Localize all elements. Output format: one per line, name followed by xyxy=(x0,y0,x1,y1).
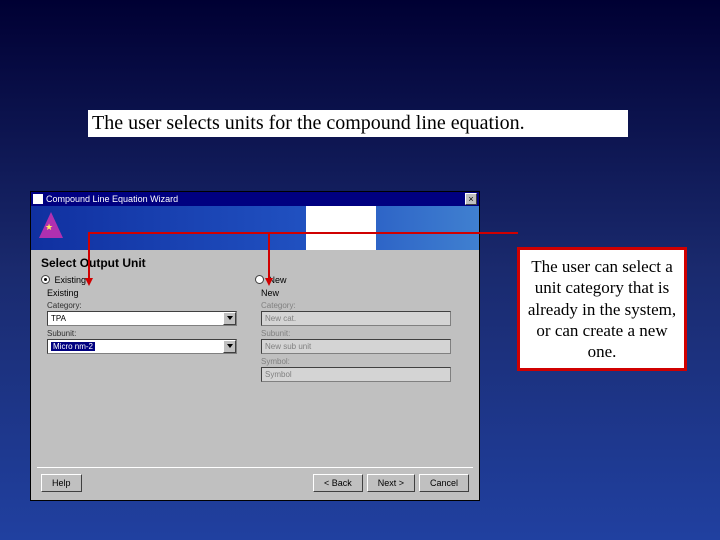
wizard-hat-icon: ★ xyxy=(39,212,71,244)
callout-box: The user can select a unit category that… xyxy=(517,247,687,371)
existing-column: Existing Existing Category: TPA Subunit:… xyxy=(41,274,241,382)
existing-subunit-value: Micro nm-2 xyxy=(51,342,95,351)
new-radio-row[interactable]: New xyxy=(255,274,455,285)
arrow-connector-v2 xyxy=(268,232,270,280)
existing-category-label: Category: xyxy=(47,301,241,310)
radio-existing-label: Existing xyxy=(55,275,87,285)
section-title: Select Output Unit xyxy=(41,256,479,270)
close-icon[interactable]: × xyxy=(465,193,477,205)
button-spacer xyxy=(82,474,309,492)
form-area: Existing Existing Category: TPA Subunit:… xyxy=(31,274,479,382)
separator xyxy=(37,467,473,468)
button-row: Help < Back Next > Cancel xyxy=(31,474,479,492)
radio-existing[interactable] xyxy=(41,275,50,284)
new-symbol-input[interactable]: Symbol xyxy=(261,367,451,382)
back-button[interactable]: < Back xyxy=(313,474,363,492)
new-group-label: New xyxy=(261,288,455,298)
chevron-down-icon[interactable] xyxy=(223,340,236,353)
arrow-head-icon xyxy=(85,278,93,286)
banner-gap xyxy=(306,206,376,250)
chevron-down-icon[interactable] xyxy=(223,312,236,325)
new-subunit-input[interactable]: New sub unit xyxy=(261,339,451,354)
existing-category-value: TPA xyxy=(51,314,66,323)
titlebar: Compound Line Equation Wizard × xyxy=(31,192,479,206)
help-button[interactable]: Help xyxy=(41,474,82,492)
wizard-dialog: Compound Line Equation Wizard × ★ Select… xyxy=(30,191,480,501)
app-icon xyxy=(33,194,43,204)
existing-subunit-dropdown[interactable]: Micro nm-2 xyxy=(47,339,237,354)
arrow-connector-v1 xyxy=(88,232,90,280)
wizard-banner: ★ xyxy=(31,206,479,250)
new-subunit-label: Subunit: xyxy=(261,329,455,338)
new-category-label: Category: xyxy=(261,301,455,310)
existing-category-dropdown[interactable]: TPA xyxy=(47,311,237,326)
new-category-input[interactable]: New cat. xyxy=(261,311,451,326)
existing-radio-row[interactable]: Existing xyxy=(41,274,241,285)
arrow-connector-h xyxy=(88,232,518,234)
next-button[interactable]: Next > xyxy=(367,474,415,492)
caption-top: The user selects units for the compound … xyxy=(88,110,628,137)
arrow-head-icon xyxy=(265,278,273,286)
existing-subunit-label: Subunit: xyxy=(47,329,241,338)
cancel-button[interactable]: Cancel xyxy=(419,474,469,492)
window-title: Compound Line Equation Wizard xyxy=(46,194,178,204)
new-symbol-label: Symbol: xyxy=(261,357,455,366)
existing-group-label: Existing xyxy=(47,288,241,298)
radio-new[interactable] xyxy=(255,275,264,284)
new-column: New New Category: New cat. Subunit: New … xyxy=(255,274,455,382)
